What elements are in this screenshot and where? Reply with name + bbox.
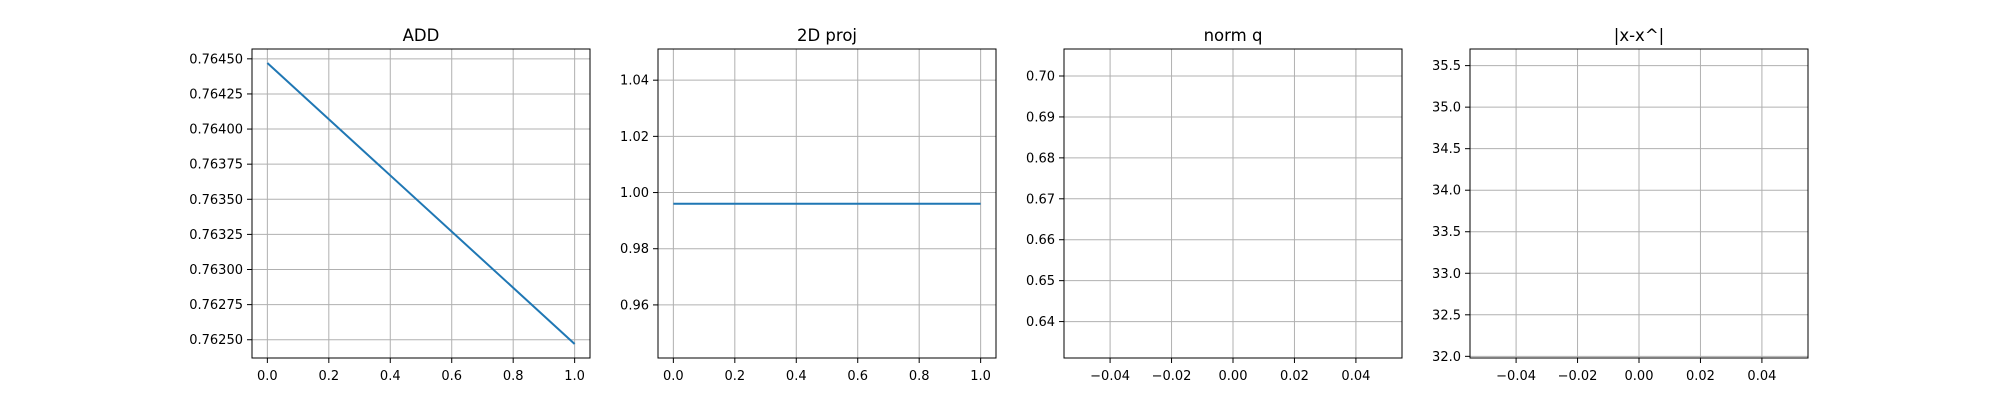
- x-tick-label: −0.02: [1152, 369, 1192, 384]
- x-tick-label: −0.04: [1090, 369, 1130, 384]
- y-tick-label: 0.76275: [189, 298, 243, 313]
- x-tick-label: −0.02: [1558, 369, 1598, 384]
- subplot-title: norm q: [1204, 26, 1263, 45]
- y-tick-label: 0.76250: [189, 333, 243, 348]
- y-tick-label: 32.0: [1432, 350, 1461, 365]
- y-tick-label: 1.02: [620, 130, 649, 145]
- y-tick-label: 33.0: [1432, 267, 1461, 282]
- y-tick-label: 0.76350: [189, 193, 243, 208]
- subplot-1: 0.0 0.2 0.4 0.6 0.8 1.0 0.76250 0.76275 0.76300 0…: [189, 26, 591, 384]
- y-tick-label: 32.5: [1432, 308, 1461, 323]
- y-tick-label: 35.0: [1432, 101, 1461, 116]
- y-tick-label: 0.98: [620, 242, 649, 257]
- subplot-4: −0.04 −0.02 0.00 0.02 0.04 32.0 32.5 33.0 33.5 34…: [1432, 26, 1809, 384]
- y-tick-label: 0.96: [620, 298, 649, 313]
- x-tick-label: 0.4: [380, 369, 401, 384]
- subplot-2: 0.0 0.2 0.4 0.6 0.8 1.0 0.96 0.98 1.00 1.02 1.04 2D…: [620, 26, 997, 384]
- y-tick-label: 1.04: [620, 74, 649, 89]
- y-tick-label: 0.64: [1026, 315, 1055, 330]
- y-tick-label: 0.76300: [189, 263, 243, 278]
- x-tick-label: 0.04: [1747, 369, 1776, 384]
- axes-frame: [657, 48, 997, 359]
- y-tick-label: 0.76450: [189, 52, 243, 67]
- x-tick-label: 0.2: [724, 369, 745, 384]
- y-tick-label: 0.67: [1026, 192, 1055, 207]
- x-tick-label: 0.6: [847, 369, 868, 384]
- x-tick-label: 0.00: [1625, 369, 1654, 384]
- y-tick-label: 0.65: [1026, 274, 1055, 289]
- y-tick-label: 35.5: [1432, 59, 1461, 74]
- y-tick-label: 1.00: [620, 186, 649, 201]
- x-tick-label: 0.2: [318, 369, 339, 384]
- y-tick-label: 0.70: [1026, 70, 1055, 85]
- x-tick-label: 0.04: [1341, 369, 1370, 384]
- x-tick-label: 0.8: [909, 369, 930, 384]
- subplot-title: 2D proj: [797, 26, 857, 45]
- x-tick-label: 1.0: [970, 369, 991, 384]
- subplot-3: −0.04 −0.02 0.00 0.02 0.04 0.64 0.65 0.66 0.67 0.…: [1026, 26, 1403, 384]
- x-tick-label: −0.04: [1496, 369, 1536, 384]
- subplot-title: |x-x^|: [1614, 26, 1664, 45]
- y-tick-label: 0.76400: [189, 123, 243, 138]
- x-tick-label: 0.4: [786, 369, 807, 384]
- y-tick-label: 34.5: [1432, 142, 1461, 157]
- x-tick-label: 0.6: [441, 369, 462, 384]
- y-tick-label: 0.76375: [189, 158, 243, 173]
- x-tick-label: 0.0: [663, 369, 684, 384]
- y-tick-label: 0.76325: [189, 228, 243, 243]
- x-tick-label: 0.02: [1686, 369, 1715, 384]
- y-tick-label: 0.76425: [189, 87, 243, 102]
- axes-frame: [251, 48, 591, 359]
- y-tick-label: 0.68: [1026, 151, 1055, 166]
- y-tick-label: 0.66: [1026, 233, 1055, 248]
- x-tick-label: 0.00: [1219, 369, 1248, 384]
- x-tick-label: 0.0: [257, 369, 278, 384]
- subplot-title: ADD: [403, 26, 440, 45]
- x-tick-label: 0.8: [503, 369, 524, 384]
- series-line-1: [266, 62, 576, 345]
- x-tick-label: 0.02: [1280, 369, 1309, 384]
- x-tick-label: 1.0: [564, 369, 585, 384]
- y-tick-label: 34.0: [1432, 184, 1461, 199]
- y-tick-label: 33.5: [1432, 225, 1461, 240]
- y-tick-label: 0.69: [1026, 110, 1055, 125]
